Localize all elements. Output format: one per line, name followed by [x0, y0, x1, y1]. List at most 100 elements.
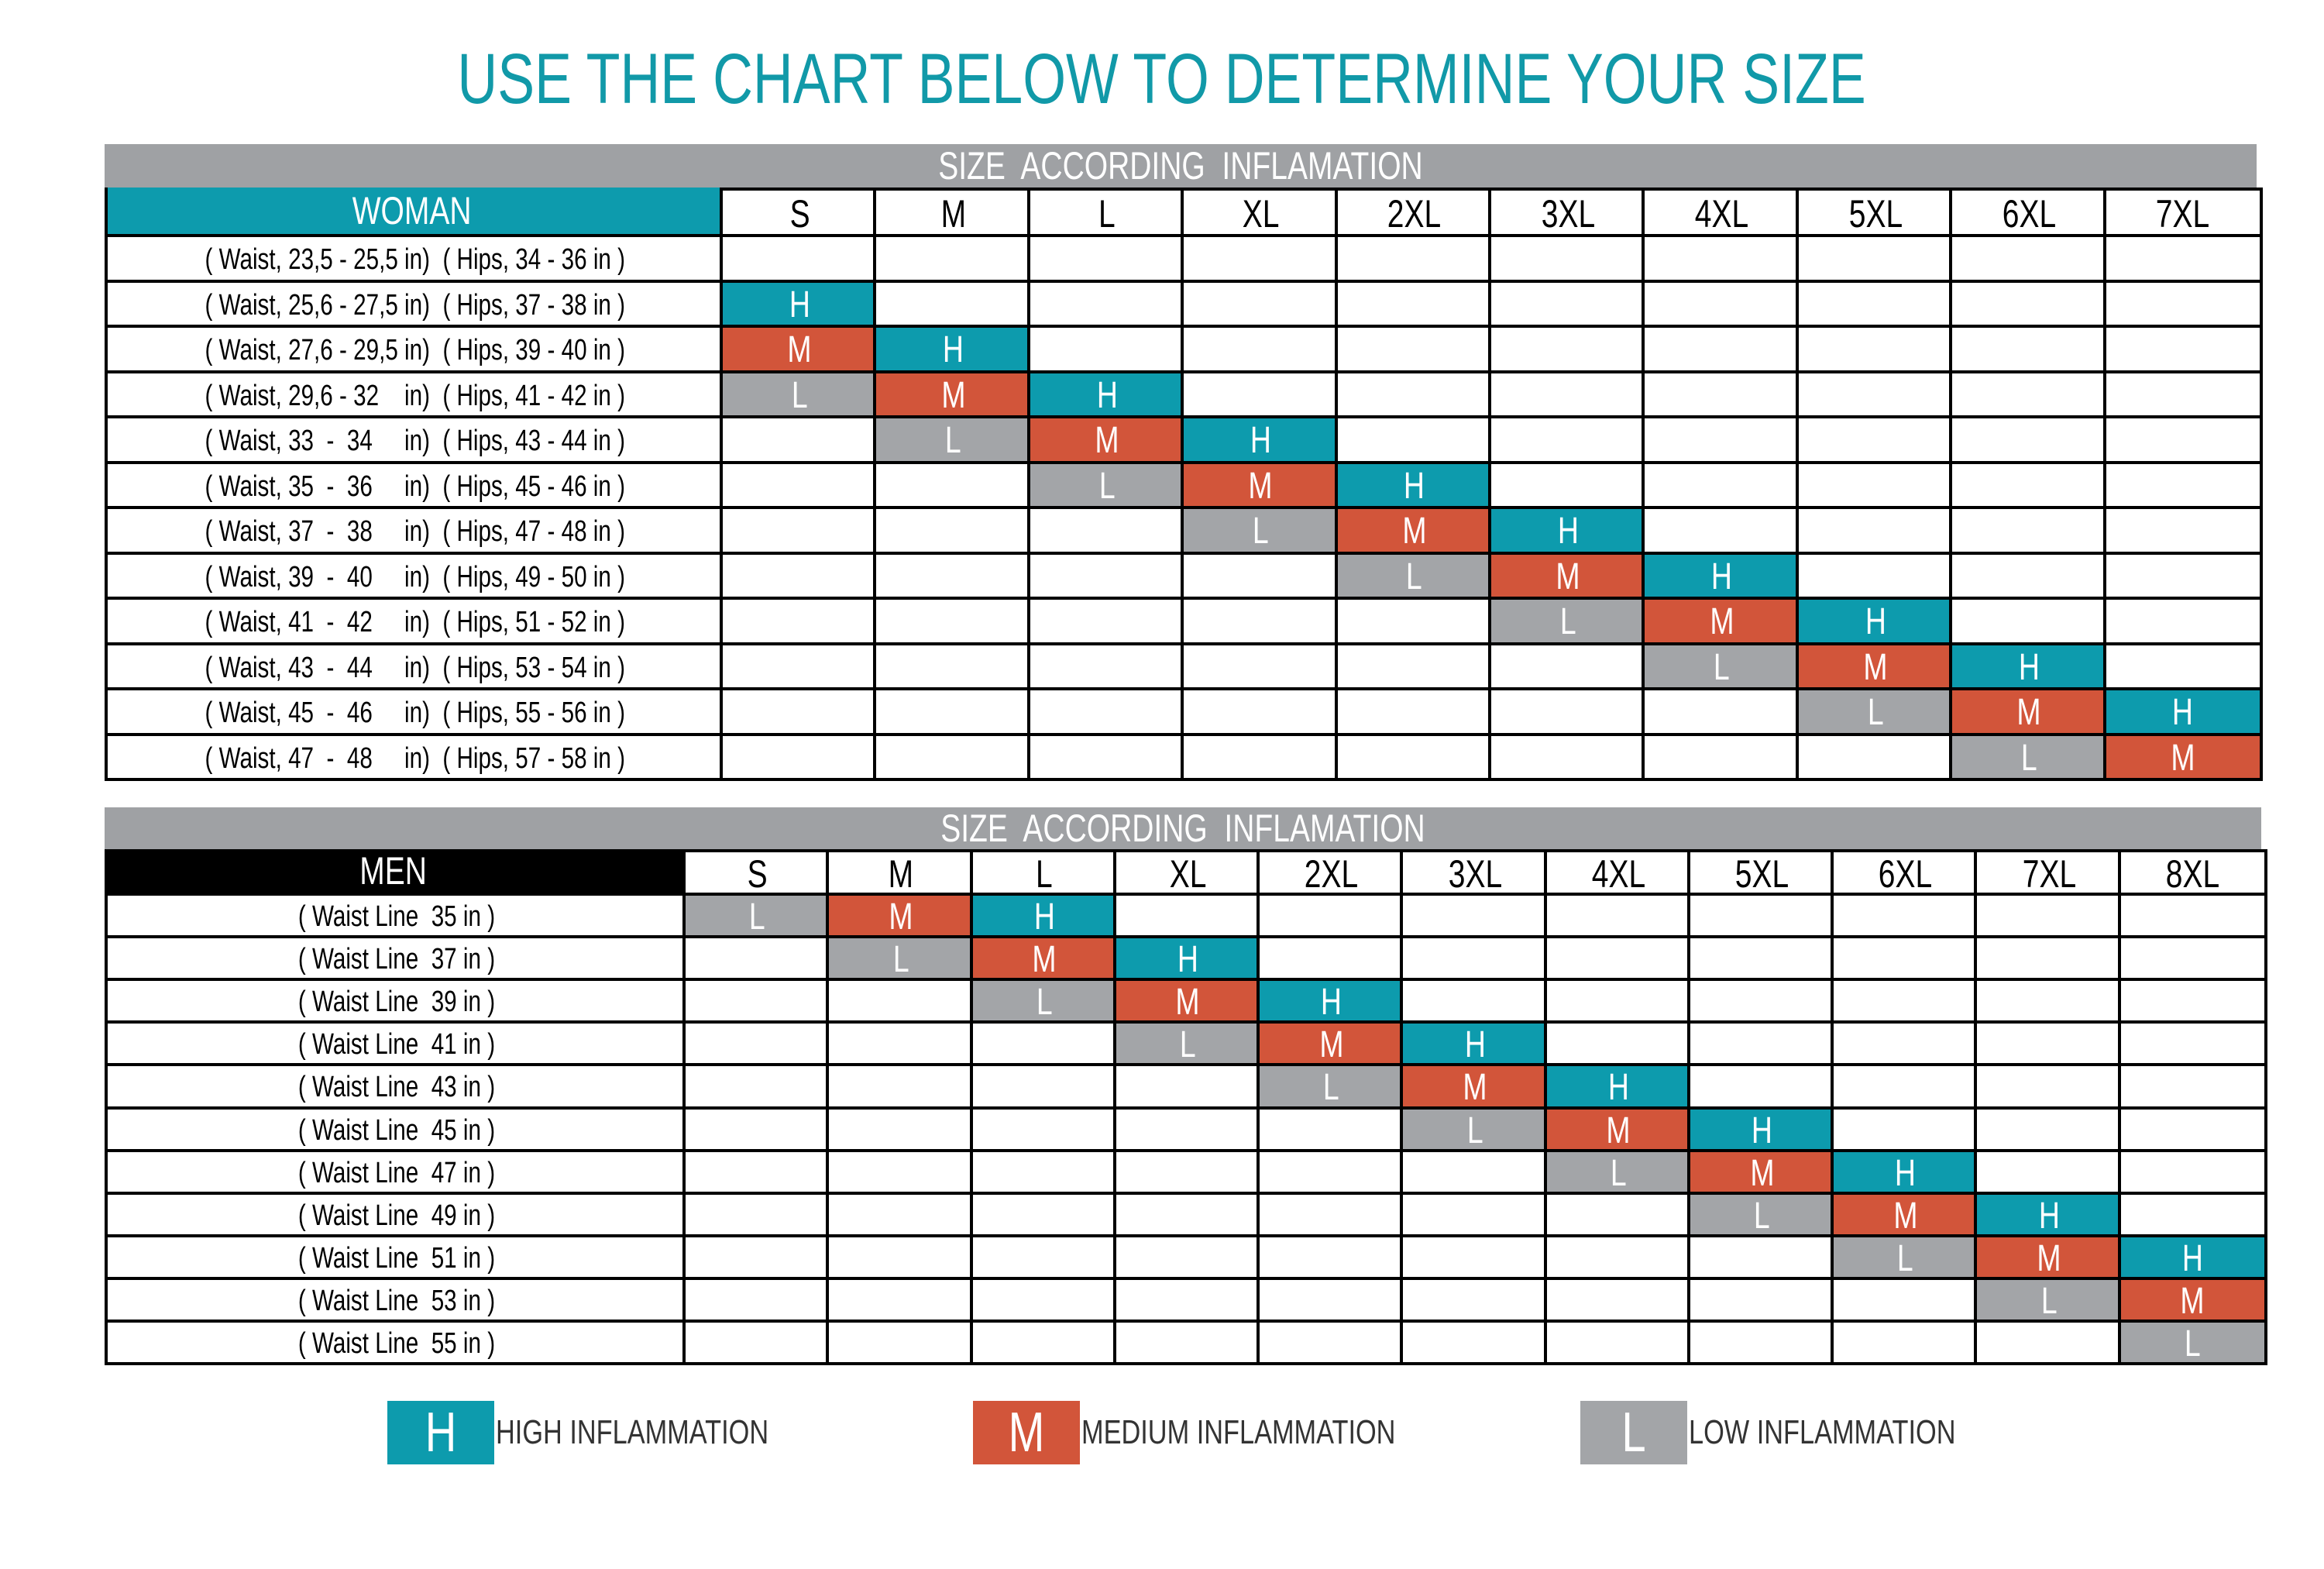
empty-cell — [1112, 1063, 1260, 1110]
empty-cell — [1112, 1191, 1260, 1237]
inflammation-cell-M: M — [1488, 551, 1645, 600]
inflammation-cell-M: M — [2102, 732, 2260, 781]
empty-cell — [1181, 642, 1338, 690]
empty-cell — [873, 642, 1030, 690]
size-column-header: 3XL — [1400, 849, 1547, 896]
empty-cell — [1543, 1191, 1690, 1237]
empty-cell — [682, 1148, 830, 1195]
measurement-label: ( Waist Line 49 in ) — [105, 1191, 686, 1237]
inflammation-cell-H: H — [1642, 551, 1799, 600]
inflammation-cell-L: L — [1257, 1063, 1404, 1110]
empty-cell — [1686, 935, 1834, 982]
empty-cell — [1795, 506, 1953, 555]
empty-cell — [720, 597, 877, 645]
empty-cell — [826, 1191, 973, 1237]
size-column-header: XL — [1112, 849, 1260, 896]
inflammation-cell-M: M — [720, 325, 877, 373]
empty-cell — [1974, 1020, 2121, 1067]
empty-cell — [969, 1063, 1116, 1110]
inflammation-cell-M: M — [1949, 687, 2106, 736]
empty-cell — [826, 978, 973, 1024]
empty-cell — [2102, 370, 2260, 418]
empty-cell — [2117, 935, 2264, 982]
empty-cell — [873, 551, 1030, 600]
empty-cell — [1831, 935, 1978, 982]
inflammation-cell-H: H — [969, 893, 1116, 939]
empty-cell — [720, 506, 877, 555]
empty-cell — [1334, 279, 1491, 328]
empty-cell — [1488, 279, 1645, 328]
empty-cell — [1181, 370, 1338, 418]
empty-cell — [1112, 893, 1260, 939]
empty-cell — [1642, 687, 1799, 736]
empty-cell — [1974, 1063, 2121, 1110]
empty-cell — [720, 415, 877, 464]
inflammation-cell-H: H — [873, 325, 1030, 373]
inflammation-cell-L: L — [682, 893, 830, 939]
empty-cell — [1257, 1106, 1404, 1152]
empty-cell — [873, 732, 1030, 781]
empty-cell — [1974, 935, 2121, 982]
size-column-header: 5XL — [1795, 188, 1953, 237]
empty-cell — [1949, 597, 2106, 645]
legend-medium-label: MEDIUM INFLAMMATION — [1081, 1413, 1396, 1451]
inflammation-cell-H: H — [1795, 597, 1953, 645]
empty-cell — [2102, 642, 2260, 690]
empty-cell — [1686, 1234, 1834, 1280]
empty-cell — [873, 597, 1030, 645]
empty-cell — [1026, 642, 1184, 690]
measurement-label: ( Waist Line 55 in ) — [105, 1320, 686, 1366]
inflammation-cell-L: L — [1334, 551, 1491, 600]
inflammation-cell-M: M — [1400, 1063, 1547, 1110]
inflammation-cell-L: L — [1181, 506, 1338, 555]
empty-cell — [1026, 687, 1184, 736]
empty-cell — [1181, 325, 1338, 373]
empty-cell — [2117, 1191, 2264, 1237]
empty-cell — [1488, 234, 1645, 283]
empty-cell — [1257, 1191, 1404, 1237]
inflammation-cell-M: M — [1181, 460, 1338, 509]
empty-cell — [1112, 1320, 1260, 1366]
legend-medium-swatch: M — [973, 1401, 1080, 1464]
empty-cell — [1543, 1320, 1690, 1366]
empty-cell — [1974, 1148, 2121, 1195]
empty-cell — [1400, 1234, 1547, 1280]
empty-cell — [2117, 978, 2264, 1024]
empty-cell — [682, 935, 830, 982]
measurement-label: ( Waist, 33 - 34 in) ( Hips, 43 - 44 in … — [105, 415, 723, 464]
empty-cell — [2102, 415, 2260, 464]
empty-cell — [969, 1191, 1116, 1237]
inflammation-cell-M: M — [1831, 1191, 1978, 1237]
empty-cell — [1949, 234, 2106, 283]
inflammation-cell-H: H — [1181, 415, 1338, 464]
empty-cell — [1334, 325, 1491, 373]
empty-cell — [720, 234, 877, 283]
empty-cell — [1400, 1276, 1547, 1323]
empty-cell — [969, 1276, 1116, 1323]
empty-cell — [682, 1191, 830, 1237]
size-column-header: 8XL — [2117, 849, 2264, 896]
inflammation-cell-M: M — [1334, 506, 1491, 555]
empty-cell — [1026, 732, 1184, 781]
empty-cell — [1795, 551, 1953, 600]
inflammation-cell-H: H — [1488, 506, 1645, 555]
empty-cell — [1795, 279, 1953, 328]
empty-cell — [2117, 1063, 2264, 1110]
size-column-header: XL — [1181, 188, 1338, 237]
page-title: USE THE CHART BELOW TO DETERMINE YOUR SI… — [457, 40, 1867, 119]
empty-cell — [1181, 687, 1338, 736]
empty-cell — [1949, 551, 2106, 600]
empty-cell — [1543, 1276, 1690, 1323]
inflammation-cell-M: M — [1543, 1106, 1690, 1152]
empty-cell — [1181, 551, 1338, 600]
inflammation-cell-H: H — [1686, 1106, 1834, 1152]
inflammation-cell-M: M — [969, 935, 1116, 982]
inflammation-cell-H: H — [1543, 1063, 1690, 1110]
inflammation-cell-M: M — [826, 893, 973, 939]
empty-cell — [1642, 506, 1799, 555]
empty-cell — [1686, 1063, 1834, 1110]
empty-cell — [1642, 732, 1799, 781]
empty-cell — [1026, 325, 1184, 373]
inflammation-cell-L: L — [1026, 460, 1184, 509]
inflammation-cell-L: L — [826, 935, 973, 982]
